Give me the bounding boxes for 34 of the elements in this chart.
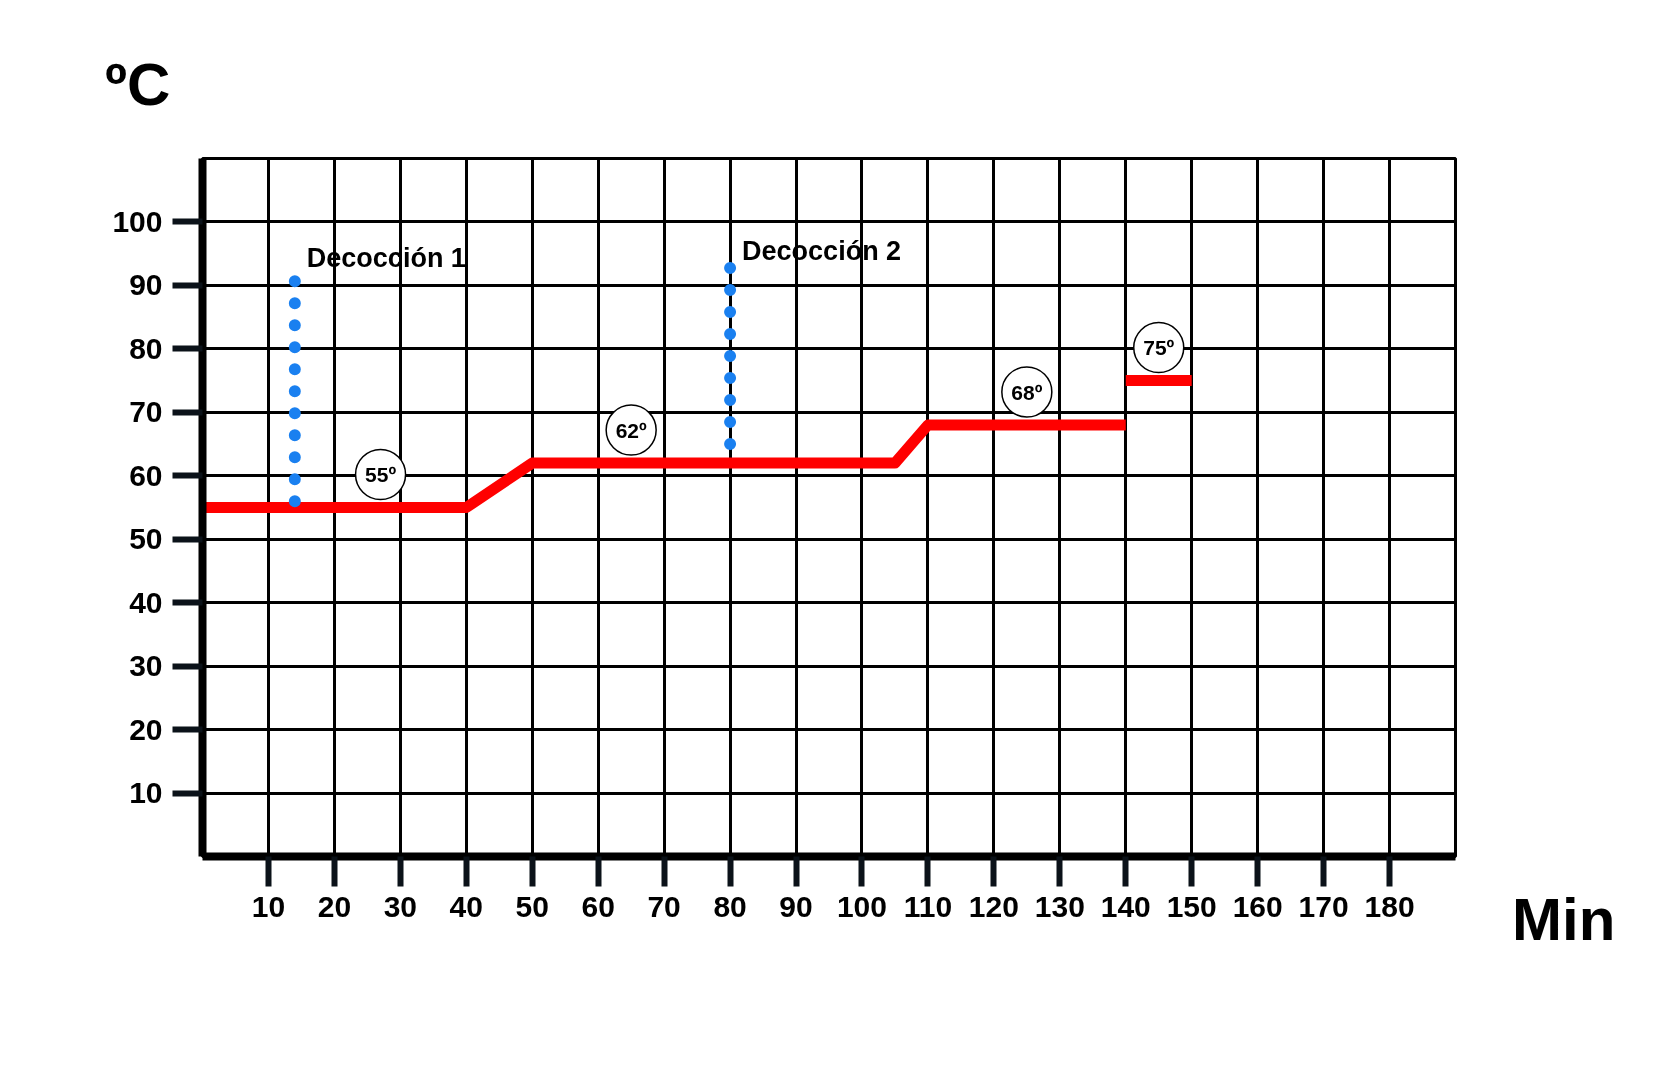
y-axis-title: ºC	[105, 50, 171, 120]
annotation: 62º	[615, 418, 647, 442]
x-tick-label: 100	[836, 889, 888, 923]
x-tick-label: 180	[1364, 889, 1415, 923]
annotation: 75º	[1143, 336, 1175, 360]
x-tick-label: 110	[903, 889, 953, 923]
y-tick-label: 20	[129, 712, 163, 746]
y-tick-label: 60	[129, 458, 163, 492]
x-tick-label: 10	[251, 889, 286, 923]
x-tick-label: 130	[1034, 889, 1085, 923]
y-tick-label: 100	[112, 204, 163, 238]
x-tick-label: 70	[647, 889, 681, 923]
x-axis-title: Min	[1512, 885, 1616, 955]
y-tick-label: 40	[129, 585, 163, 619]
x-tick-label: 40	[449, 889, 483, 923]
x-tick-label: 120	[968, 889, 1019, 923]
y-tick-label: 10	[129, 776, 163, 810]
x-tick-label: 20	[317, 889, 352, 923]
x-tick-label: 170	[1298, 889, 1349, 923]
y-tick-label: 70	[129, 395, 163, 429]
annotation: 68º	[1011, 380, 1043, 404]
y-tick-label: 80	[129, 331, 163, 365]
x-tick-label: 30	[383, 889, 418, 923]
x-tick-label: 60	[581, 889, 615, 923]
x-tick-label: 50	[515, 889, 549, 923]
x-tick-label: 140	[1100, 889, 1151, 923]
x-tick-label: 80	[713, 889, 747, 923]
y-tick-label: 90	[129, 268, 163, 302]
x-tick-label: 90	[779, 889, 813, 923]
y-tick-label: 50	[129, 522, 163, 556]
y-tick-label: 30	[129, 649, 163, 683]
annotation: 55º	[365, 463, 397, 486]
x-tick-label: 160	[1232, 889, 1283, 923]
x-tick-label: 150	[1166, 889, 1217, 923]
